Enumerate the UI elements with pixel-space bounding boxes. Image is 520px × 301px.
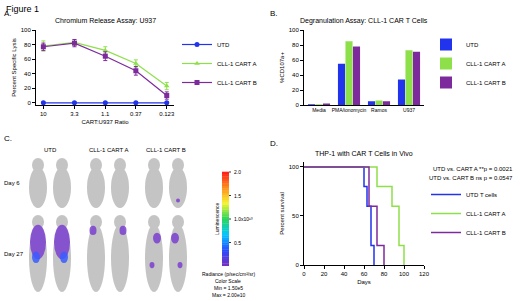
svg-text:B.: B. <box>270 9 278 18</box>
svg-text:CLL-1 CART A: CLL-1 CART A <box>89 147 128 153</box>
svg-text:Days: Days <box>357 279 371 285</box>
svg-text:1.5: 1.5 <box>234 193 241 199</box>
svg-text:60: 60 <box>361 271 368 277</box>
svg-text:D.: D. <box>270 139 278 148</box>
svg-text:UTD: UTD <box>466 42 479 48</box>
svg-text:CLL-1 CART A: CLL-1 CART A <box>466 61 505 67</box>
svg-text:80: 80 <box>24 42 31 48</box>
svg-text:THP-1 with CAR T Cells in Vivo: THP-1 with CAR T Cells in Vivo <box>315 150 413 157</box>
svg-text:80: 80 <box>381 271 388 277</box>
svg-text:0.123: 0.123 <box>159 111 175 117</box>
svg-text:20: 20 <box>321 271 328 277</box>
svg-text:Min = 1.50e5: Min = 1.50e5 <box>214 285 243 291</box>
svg-text:1.1: 1.1 <box>101 111 110 117</box>
svg-text:UTD vs. CART A **p = 0.0021: UTD vs. CART A **p = 0.0021 <box>433 166 513 172</box>
svg-text:A.: A. <box>4 9 12 18</box>
svg-text:0: 0 <box>302 271 306 277</box>
svg-text:CLL-1 CART B: CLL-1 CART B <box>146 147 186 153</box>
svg-text:UTD: UTD <box>44 147 57 153</box>
svg-text:%CD107a+: %CD107a+ <box>279 52 285 83</box>
svg-text:60: 60 <box>292 57 299 63</box>
svg-text:10: 10 <box>40 111 47 117</box>
svg-text:20: 20 <box>292 87 299 93</box>
svg-text:40: 40 <box>341 271 348 277</box>
svg-text:0: 0 <box>295 102 299 108</box>
svg-text:1.0x10¹⁰: 1.0x10¹⁰ <box>234 216 253 222</box>
svg-text:Percent survival: Percent survival <box>279 192 285 235</box>
svg-text:100: 100 <box>21 27 32 33</box>
svg-text:40: 40 <box>24 71 31 77</box>
svg-text:0: 0 <box>295 262 299 268</box>
svg-text:Chromium Release Assay: U937: Chromium Release Assay: U937 <box>55 17 156 25</box>
svg-text:100: 100 <box>289 164 300 170</box>
svg-text:Radiance (p/sec/cm²/sr): Radiance (p/sec/cm²/sr) <box>202 271 255 277</box>
svg-text:80: 80 <box>292 42 299 48</box>
svg-text:2.0: 2.0 <box>234 169 241 175</box>
svg-text:100: 100 <box>399 271 410 277</box>
svg-text:CLL-1 CART B: CLL-1 CART B <box>217 80 257 86</box>
svg-text:Ramos: Ramos <box>371 107 387 113</box>
svg-text:Day 6: Day 6 <box>4 180 20 186</box>
svg-text:CLL-1 CART A: CLL-1 CART A <box>217 61 256 67</box>
svg-text:Luminescence: Luminescence <box>214 203 220 235</box>
svg-text:CART:U937 Ratio: CART:U937 Ratio <box>81 119 129 125</box>
svg-text:CLL-1 CART B: CLL-1 CART B <box>466 230 506 236</box>
svg-text:20: 20 <box>24 85 31 91</box>
svg-text:PMA/ionomycin: PMA/ionomycin <box>332 107 367 113</box>
svg-text:0.37: 0.37 <box>130 111 142 117</box>
svg-text:Figure 1: Figure 1 <box>6 4 39 14</box>
svg-text:UTD: UTD <box>217 42 230 48</box>
svg-text:Color Scale: Color Scale <box>215 278 241 284</box>
svg-text:Day 27: Day 27 <box>4 251 24 257</box>
svg-text:Degranulation Assay: CLL-1 CAR: Degranulation Assay: CLL-1 CAR T Cells <box>300 17 428 25</box>
svg-text:3.3: 3.3 <box>70 111 79 117</box>
svg-text:UTD vs. CART B ns p = 0.0547: UTD vs. CART B ns p = 0.0547 <box>429 175 513 181</box>
svg-text:CLL-1 CART A: CLL-1 CART A <box>466 211 505 217</box>
svg-text:0.5: 0.5 <box>234 240 241 246</box>
svg-text:Max = 2.00e10: Max = 2.00e10 <box>212 292 245 298</box>
svg-text:UTD T cells: UTD T cells <box>466 192 497 198</box>
svg-text:0: 0 <box>27 100 31 106</box>
svg-text:40: 40 <box>292 72 299 78</box>
svg-text:CLL-1 CART B: CLL-1 CART B <box>466 80 506 86</box>
svg-text:100: 100 <box>289 27 300 33</box>
svg-text:Media: Media <box>312 107 326 113</box>
svg-text:50: 50 <box>292 213 299 219</box>
svg-text:U937: U937 <box>403 107 415 113</box>
svg-text:60: 60 <box>24 56 31 62</box>
svg-text:C.: C. <box>4 134 12 143</box>
svg-text:120: 120 <box>419 271 430 277</box>
svg-text:Percent Specific Lysis: Percent Specific Lysis <box>11 38 17 96</box>
